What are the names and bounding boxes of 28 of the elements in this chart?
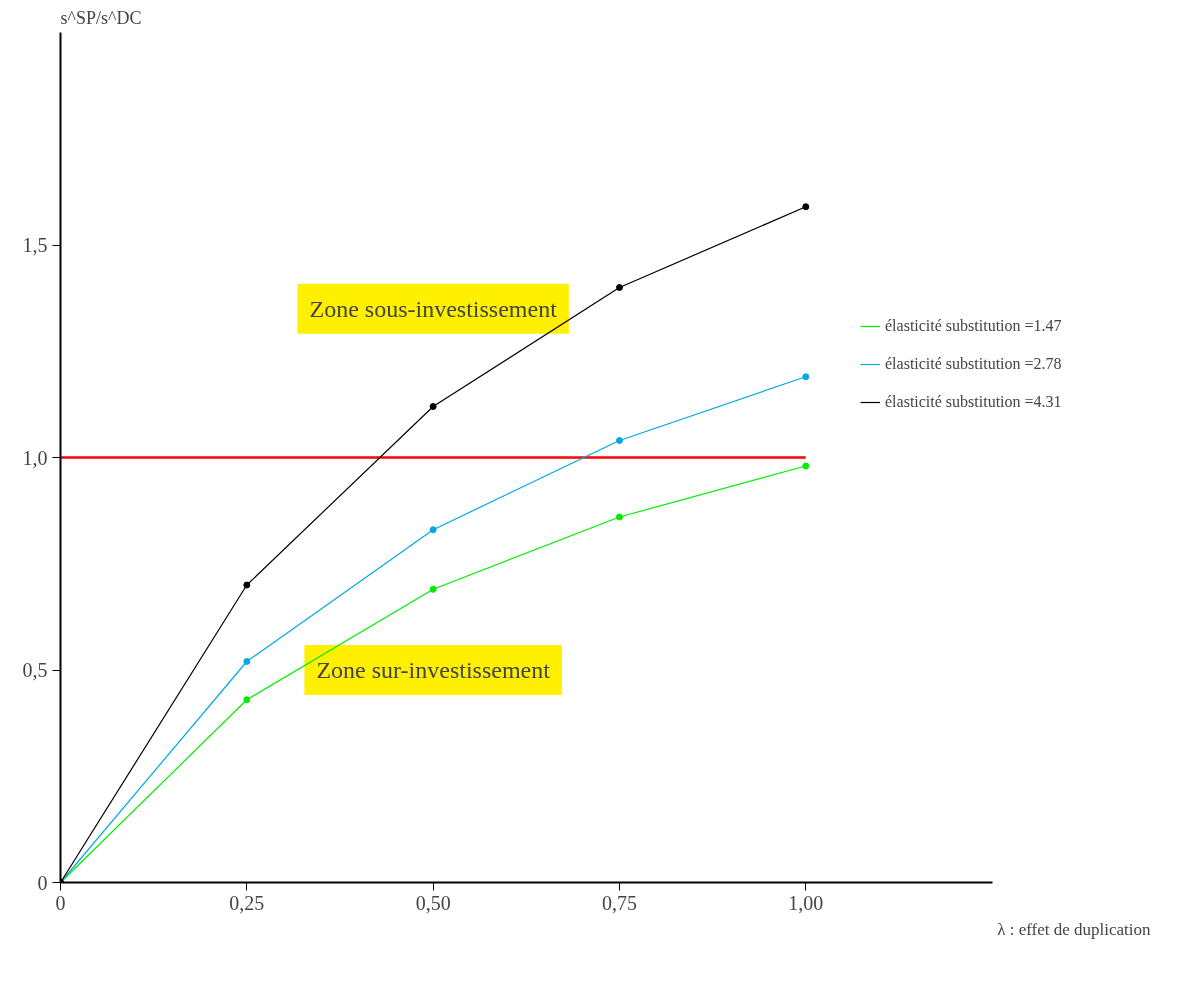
x-tick-label: 0,75 [601, 891, 637, 914]
point [802, 203, 810, 211]
y-axis-title: s^SP/s^DC [60, 7, 142, 28]
y-tick-label: 0 [37, 871, 48, 894]
x-tick-label: 1,00 [788, 891, 824, 914]
point [429, 403, 437, 410]
y-tick-label: 1,5 [22, 234, 48, 256]
point [243, 696, 251, 704]
legend-label: élasticité substitution =1.47 [885, 317, 1062, 335]
point [429, 585, 437, 593]
x-axis-title: λ : effet de duplication [997, 919, 1151, 939]
point [243, 658, 251, 665]
point [802, 462, 810, 470]
y-tick-label: 1,0 [22, 446, 48, 469]
point [615, 437, 623, 444]
legend-label: élasticité substitution =4.31 [885, 393, 1062, 411]
point [429, 526, 437, 534]
point [615, 284, 623, 291]
x-tick-label: 0,50 [415, 891, 451, 914]
point [802, 373, 810, 381]
x-tick-label: 0 [55, 891, 66, 914]
annotation: Zone sous-investissement [309, 295, 558, 322]
y-tick-label: 0,5 [22, 659, 48, 681]
point [243, 581, 251, 589]
point [615, 513, 623, 521]
legend-label: élasticité substitution =2.78 [885, 355, 1062, 373]
annotation: Zone sur-investissement [316, 657, 551, 683]
x-tick-label: 0,25 [229, 891, 265, 914]
